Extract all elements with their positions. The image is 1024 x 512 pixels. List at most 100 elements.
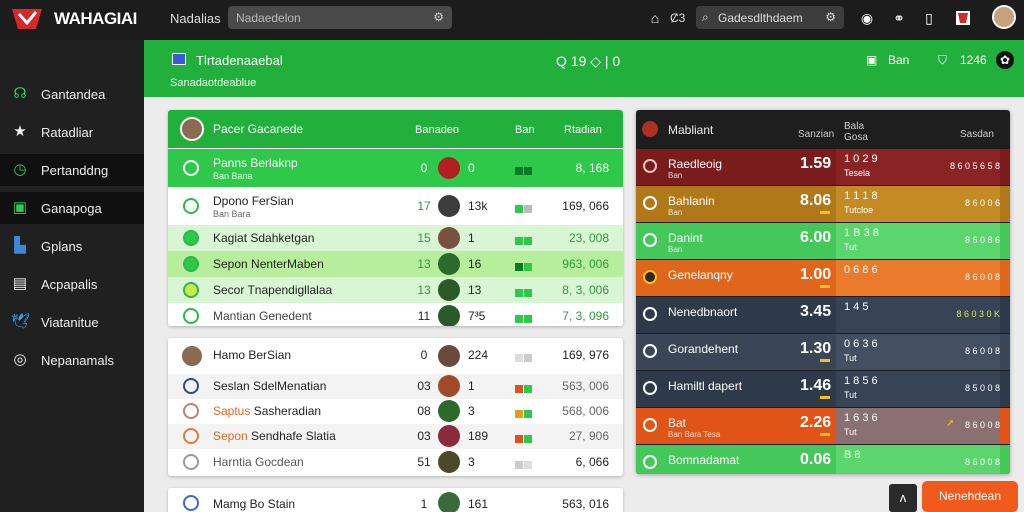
record-icon[interactable]: ◉ [860, 10, 874, 26]
table-row[interactable]: Hamo BerSian 0 224 169, 976 [168, 338, 623, 374]
column-header[interactable]: Sasdan [960, 129, 994, 140]
row-count: 224 [468, 348, 489, 362]
settings-icon[interactable]: ⚙ [433, 10, 444, 24]
scroll-up-button[interactable]: ʌ [889, 484, 917, 512]
odds-row[interactable]: Bat Ban Bara Tesa 2.26 1 6 3 6 Tut ➚ 8 6… [636, 408, 1010, 444]
column-header[interactable]: Rtadian [564, 124, 602, 136]
odds-cell-bg [836, 149, 1000, 185]
standings-card-1: Pacer Gacanede Banadeo Ban Rtadian Panns… [168, 110, 623, 326]
column-header[interactable]: Bala [844, 121, 865, 132]
sidebar-item-6[interactable]: 🕊 Viatanitue [0, 306, 144, 338]
row-name: Harntia Gocdean [213, 455, 304, 469]
top-search-input[interactable]: Nadaedelon ⚙ [228, 6, 452, 29]
header-right-label-1[interactable]: 1246 [960, 53, 987, 67]
sidebar-item-5[interactable]: ▤ Acpapalis [0, 268, 144, 300]
top-menu-link[interactable]: Nadalias [170, 11, 221, 26]
row-rank: 13 [417, 283, 431, 297]
odds-cell-bg [836, 334, 1000, 370]
table-row[interactable]: Panns Berlaknp Ban Bana 0 0 8, 168 [168, 149, 623, 187]
sidebar-item-2[interactable]: ◷ Pertanddng [0, 154, 144, 186]
header-controls[interactable]: Q 19 ◇ | 0 [556, 53, 621, 69]
team-icon [643, 381, 657, 395]
row-rank: 11 [417, 309, 431, 323]
bookmark-icon[interactable]: ▯ [925, 10, 933, 26]
table-row[interactable]: Mamg Bo Stain 1 161 563, 016 [168, 488, 623, 512]
form-bar [515, 234, 533, 245]
settings-icon[interactable]: ✿ [996, 51, 1014, 69]
check-icon [183, 428, 199, 444]
table-row[interactable]: Saptus Sasheradian 08 3 568, 006 [168, 399, 623, 424]
app-logo[interactable] [10, 6, 44, 32]
avatar [180, 344, 204, 368]
sidebar-item-1[interactable]: ★ Ratadliar [0, 116, 144, 148]
odds-row[interactable]: Genelanqny 1.00 0 6 8 6 8 6 0 0 8 [636, 260, 1010, 296]
row-rank: 03 [417, 429, 431, 443]
sidebar-item-3[interactable]: ▣ Ganapoga [0, 192, 144, 224]
row-count: 7³5 [468, 309, 486, 323]
odds-row[interactable]: Bomnadamat 0.06 B 8 8 6 0 0 8 [636, 445, 1010, 474]
form-bar [515, 202, 533, 213]
table-row[interactable]: Kagiat Sdahketgan 15 1 23, 008 [168, 225, 623, 251]
sidebar-item-4[interactable]: ▙ Gplans [0, 230, 144, 262]
table-row[interactable]: Seslan SdelMenatian 03 1 563, 006 [168, 374, 623, 399]
page-subtitle: Sanadaotdeablue [170, 77, 257, 89]
form-bar [515, 432, 533, 443]
row-name: Saptus Sasheradian [213, 404, 322, 418]
odds-row[interactable]: Hamiltl dapert 1.46 1 8 5 6 Tut 8 5 0 0 … [636, 371, 1010, 407]
header-box-icon[interactable]: ▣ [866, 53, 878, 67]
column-header[interactable]: Gosa [844, 132, 868, 143]
table-row[interactable]: Sepon Sendhafe Slatia 03 189 27, 906 [168, 424, 623, 449]
odds-row[interactable]: Nenedbnaort 3.45 1 4 5 8 6 0 3 0 K [636, 297, 1010, 333]
sidebar-item-0[interactable]: ☊ Gantandea [0, 78, 144, 110]
form-bar [515, 164, 533, 175]
odds-row-sub: Ban Bara Tesa [668, 430, 721, 439]
table-row[interactable]: Mantian Genedent 11 7³5 7, 3, 096 [168, 303, 623, 326]
star-icon: ★ [13, 123, 27, 140]
odds-row[interactable]: Gorandehent 1.30 0 6 3 6 Tut 8 6 0 0 8 [636, 334, 1010, 370]
odds-value: 1.30 [800, 340, 832, 357]
secondary-search-input[interactable]: ⌕ Gadesdlthdaem ⚙ [696, 6, 844, 29]
check-icon [183, 403, 199, 419]
link-icon[interactable]: ⚭ [893, 10, 905, 26]
table-row[interactable]: Harntia Gocdean 51 3 6, 066 [168, 449, 623, 476]
form-bar [515, 382, 533, 393]
odds-cell-bg [836, 223, 1000, 259]
row-value: 8, 3, 006 [562, 283, 609, 297]
user-avatar[interactable] [992, 5, 1016, 29]
table-row[interactable]: Sepon NenterMaben 13 16 963, 006 [168, 251, 623, 277]
odds-row[interactable]: Raedleoig Ban 1.59 1 0 2 9 Tesela 8 6 0 … [636, 149, 1010, 185]
odds-row[interactable]: Danint Ban 6.00 1 B 3 8 Tut 8 6 0 8 6 [636, 223, 1010, 259]
row-rank: 0 [420, 348, 428, 362]
odds-cell: 1 4 5 [844, 301, 869, 313]
row-sub: Ban Bara [213, 209, 251, 219]
form-bar [515, 407, 533, 418]
action-button[interactable]: Nenehdean [922, 481, 1018, 512]
odds-row[interactable]: Bahlanin Ban 8.06 1 1 1 8 Tutcloe 8 6 0 … [636, 186, 1010, 222]
top-search-placeholder: Nadaedelon [236, 11, 301, 25]
odds-row-name: Nenedbnaort [668, 305, 738, 319]
headset-icon: ☊ [13, 85, 27, 102]
arrow-icon: ➚ [946, 418, 955, 429]
header-right-label-0[interactable]: Ban [888, 53, 910, 67]
search-go-icon[interactable]: ⚙ [825, 10, 836, 24]
row-name: Dpono FerSian [213, 194, 294, 208]
table-row[interactable]: Dpono FerSian Ban Bara 17 13k 169, 066 [168, 187, 623, 225]
row-rank: 0 [420, 161, 428, 175]
home-label: Ȼ3 [670, 11, 686, 25]
table-row[interactable]: Secor Tnapendigllalaa 13 13 8, 3, 006 [168, 277, 623, 303]
standings-card-2: Hamo BerSian 0 224 169, 976 Seslan SdelM… [168, 338, 623, 476]
column-header[interactable]: Ban [515, 124, 535, 136]
odds-cell: 1 8 5 6 [844, 375, 878, 387]
row-name: Kagiat Sdahketgan [213, 231, 315, 245]
form-bar [515, 260, 533, 271]
flag-icon[interactable] [954, 9, 972, 27]
table-title: Pacer Gacanede [213, 122, 304, 136]
column-header[interactable]: Banadeo [415, 124, 460, 136]
sidebar-item-7[interactable]: ◎ Nepanamals [0, 344, 144, 376]
home-icon[interactable]: ⌂ [650, 10, 660, 26]
form-bar [515, 458, 533, 469]
column-header[interactable]: Sanzian [798, 129, 835, 140]
odds-cell: Tesela [844, 168, 871, 178]
odds-cell: 8 6 0 8 6 [964, 235, 1000, 245]
check-icon [183, 495, 199, 511]
